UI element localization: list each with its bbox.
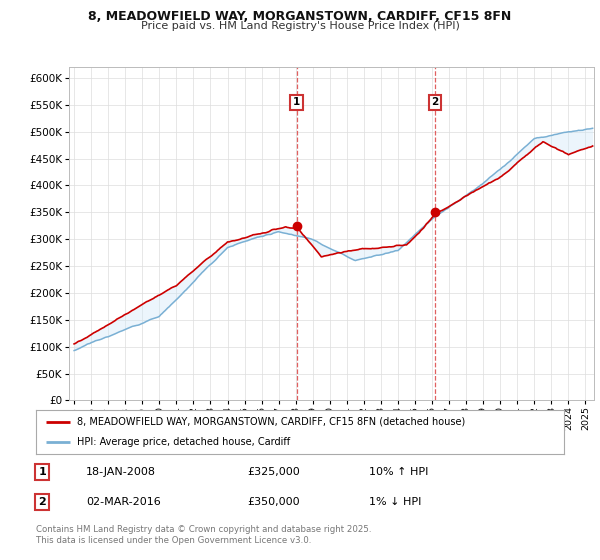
Text: 10% ↑ HPI: 10% ↑ HPI <box>368 467 428 477</box>
Text: Price paid vs. HM Land Registry's House Price Index (HPI): Price paid vs. HM Land Registry's House … <box>140 21 460 31</box>
Text: 1% ↓ HPI: 1% ↓ HPI <box>368 497 421 507</box>
Text: £350,000: £350,000 <box>247 497 300 507</box>
Text: 8, MEADOWFIELD WAY, MORGANSTOWN, CARDIFF, CF15 8FN: 8, MEADOWFIELD WAY, MORGANSTOWN, CARDIFF… <box>88 10 512 23</box>
Text: HPI: Average price, detached house, Cardiff: HPI: Average price, detached house, Card… <box>77 437 290 447</box>
Text: £325,000: £325,000 <box>247 467 300 477</box>
Text: 2: 2 <box>38 497 46 507</box>
Text: Contains HM Land Registry data © Crown copyright and database right 2025.
This d: Contains HM Land Registry data © Crown c… <box>36 525 371 545</box>
Text: 02-MAR-2016: 02-MAR-2016 <box>86 497 161 507</box>
Text: 18-JAN-2008: 18-JAN-2008 <box>86 467 156 477</box>
Text: 1: 1 <box>293 97 300 107</box>
Text: 1: 1 <box>38 467 46 477</box>
Text: 8, MEADOWFIELD WAY, MORGANSTOWN, CARDIFF, CF15 8FN (detached house): 8, MEADOWFIELD WAY, MORGANSTOWN, CARDIFF… <box>77 417 466 427</box>
Text: 2: 2 <box>431 97 439 107</box>
